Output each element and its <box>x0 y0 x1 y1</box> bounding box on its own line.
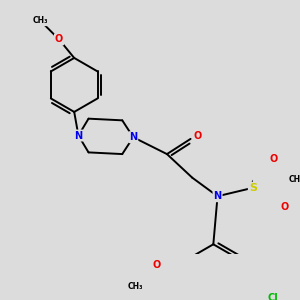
Text: O: O <box>153 260 161 269</box>
Text: Cl: Cl <box>268 293 278 300</box>
Text: O: O <box>55 34 63 44</box>
Text: CH₃: CH₃ <box>128 282 144 291</box>
Text: N: N <box>214 191 222 201</box>
Text: S: S <box>249 183 257 193</box>
Text: O: O <box>193 131 201 141</box>
Text: CH₃: CH₃ <box>289 175 300 184</box>
Text: N: N <box>129 132 137 142</box>
Text: N: N <box>74 130 83 140</box>
Text: CH₃: CH₃ <box>33 16 48 26</box>
Text: O: O <box>281 202 289 212</box>
Text: O: O <box>269 154 277 164</box>
